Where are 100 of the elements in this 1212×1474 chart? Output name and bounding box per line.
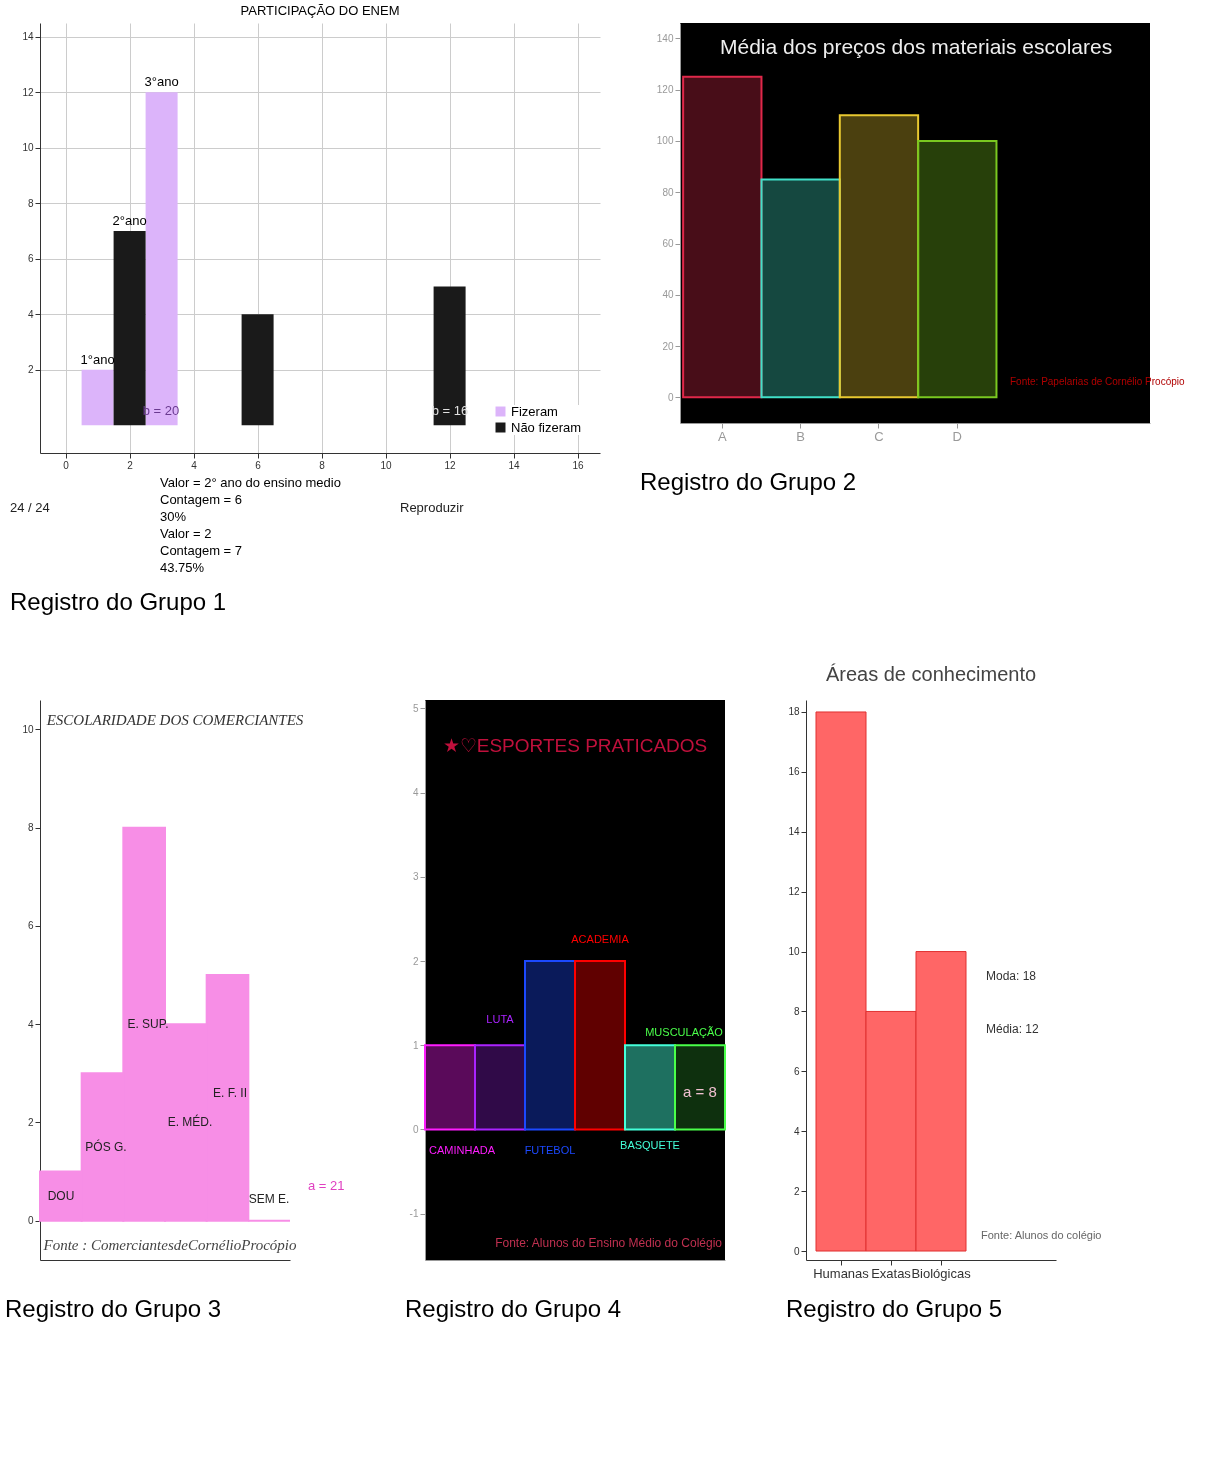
y-tick-label: 60	[662, 238, 674, 250]
y-tick-label: -1	[409, 1208, 419, 1220]
annotation: Fonte: Alunos do Ensino Médio do Colégio	[495, 1236, 723, 1251]
y-tick-label: 6	[27, 253, 34, 265]
text: Valor = 2° ano do ensino medio	[160, 475, 341, 490]
annotation: DOU	[47, 1189, 75, 1204]
bar	[241, 314, 274, 426]
annotation: CAMINHADA	[428, 1143, 496, 1156]
y-tick-label: 0	[27, 1215, 34, 1227]
y-tick-label: 10	[788, 946, 800, 958]
text: Registro do Grupo 1	[10, 588, 227, 615]
legend-label: Não fizeram	[511, 419, 582, 435]
x-tick-label: D	[952, 428, 962, 444]
y-tick-label: 10	[22, 723, 34, 735]
annotation: PÓS G.	[85, 1139, 127, 1155]
annotation: 1°ano	[80, 351, 115, 367]
text: ESCOLARIDADE DOS COMERCIANTES	[45, 712, 304, 728]
y-tick-label: 6	[27, 920, 34, 932]
y-tick-label: 8	[27, 822, 34, 834]
y-tick-label: 120	[656, 84, 674, 96]
y-tick-label: 8	[27, 197, 34, 209]
text: a = 21	[308, 1178, 345, 1194]
x-tick-label: 16	[572, 459, 585, 471]
annotation: SEM E.	[248, 1191, 290, 1206]
annotation: E. MÉD.	[167, 1114, 213, 1130]
bar	[145, 92, 178, 426]
x-tick-label: 2	[127, 459, 134, 471]
annotation: FUTEBOL	[524, 1143, 576, 1156]
source-note: Fonte: Alunos do colégio	[981, 1229, 1102, 1242]
y-tick-label: 14	[22, 31, 34, 43]
y-tick-label: 10	[22, 142, 34, 154]
y-tick-label: 16	[788, 766, 800, 778]
bar	[917, 139, 998, 399]
annotation: 2°ano	[112, 213, 147, 229]
y-tick-label: 4	[27, 1018, 34, 1030]
y-tick-label: 80	[662, 186, 674, 198]
y-tick-label: 0	[412, 1123, 419, 1135]
text: Registro do Grupo 5	[786, 1295, 1003, 1322]
annotation: a = 8	[683, 1082, 717, 1100]
chart-title: Áreas de conhecimento	[825, 663, 1037, 685]
text: Registro do Grupo 3	[5, 1295, 222, 1322]
y-tick-label: 1	[412, 1039, 419, 1051]
y-tick-label: 0	[667, 391, 674, 403]
x-tick-label: 10	[380, 459, 393, 471]
x-tick-label: Humanas	[813, 1265, 870, 1281]
annotation: BASQUETE	[620, 1139, 680, 1152]
bar	[760, 178, 841, 399]
x-tick-label: 0	[63, 459, 70, 471]
text: 24 / 24	[10, 500, 50, 515]
text: 43.75%	[160, 560, 205, 575]
y-tick-label: 2	[27, 364, 34, 376]
text: Moda: 18	[986, 968, 1037, 983]
annotation: ACADEMIA	[571, 933, 630, 945]
y-tick-label: 4	[27, 308, 34, 320]
text: Contagem = 7	[160, 543, 243, 558]
x-tick-label: 8	[319, 459, 326, 471]
x-tick-label: A	[717, 428, 727, 444]
y-tick-label: 2	[793, 1185, 800, 1197]
text: 30%	[160, 509, 187, 524]
x-tick-label: Exatas	[871, 1265, 912, 1281]
y-tick-label: 14	[788, 826, 800, 838]
y-tick-label: 0	[793, 1245, 800, 1257]
text: Registro do Grupo 2	[640, 468, 857, 495]
bar	[682, 75, 763, 399]
x-tick-label: 12	[444, 459, 457, 471]
y-tick-label: 100	[656, 135, 674, 147]
bar	[81, 369, 114, 426]
y-tick-label: 140	[656, 32, 674, 44]
y-tick-label: 2	[27, 1116, 34, 1128]
y-tick-label: 20	[662, 340, 674, 352]
x-tick-label: 4	[191, 459, 198, 471]
bar	[433, 286, 466, 426]
y-tick-label: 4	[412, 787, 419, 799]
y-tick-label: 4	[793, 1125, 800, 1137]
annotation: 3°ano	[144, 74, 179, 90]
y-tick-label: 8	[793, 1005, 800, 1017]
text: Valor = 2	[160, 526, 212, 541]
y-tick-label: 12	[22, 86, 34, 98]
annotation: Fonte : ComerciantesdeCornélioProcópio	[42, 1237, 297, 1254]
y-tick-label: 6	[793, 1065, 800, 1077]
annotation: E. F. II	[212, 1085, 248, 1100]
chart-title: PARTICIPAÇÃO DO ENEM	[240, 3, 400, 18]
text: ★♡ESPORTES PRATICADOS	[442, 735, 708, 757]
y-tick-label: 2	[412, 955, 419, 967]
annotation: MUSCULAÇÃO	[645, 1025, 724, 1038]
y-tick-label: 12	[788, 886, 800, 898]
bar	[838, 114, 920, 399]
y-tick-label: 3	[412, 871, 419, 883]
annotation: LUTA	[486, 1013, 515, 1025]
x-tick-label: B	[796, 428, 805, 444]
x-tick-label: 6	[255, 459, 262, 471]
text: Média: 12	[986, 1022, 1040, 1037]
x-tick-label: Biológicas	[911, 1265, 972, 1281]
text: Média dos preços dos materiais escolares	[720, 35, 1113, 58]
text: Registro do Grupo 4	[405, 1295, 622, 1322]
text: Contagem = 6	[160, 492, 243, 507]
annotation: E. SUP.	[127, 1017, 169, 1032]
y-tick-label: 18	[788, 706, 800, 718]
y-tick-label: 5	[412, 702, 419, 714]
text: Reproduzir	[400, 500, 465, 515]
